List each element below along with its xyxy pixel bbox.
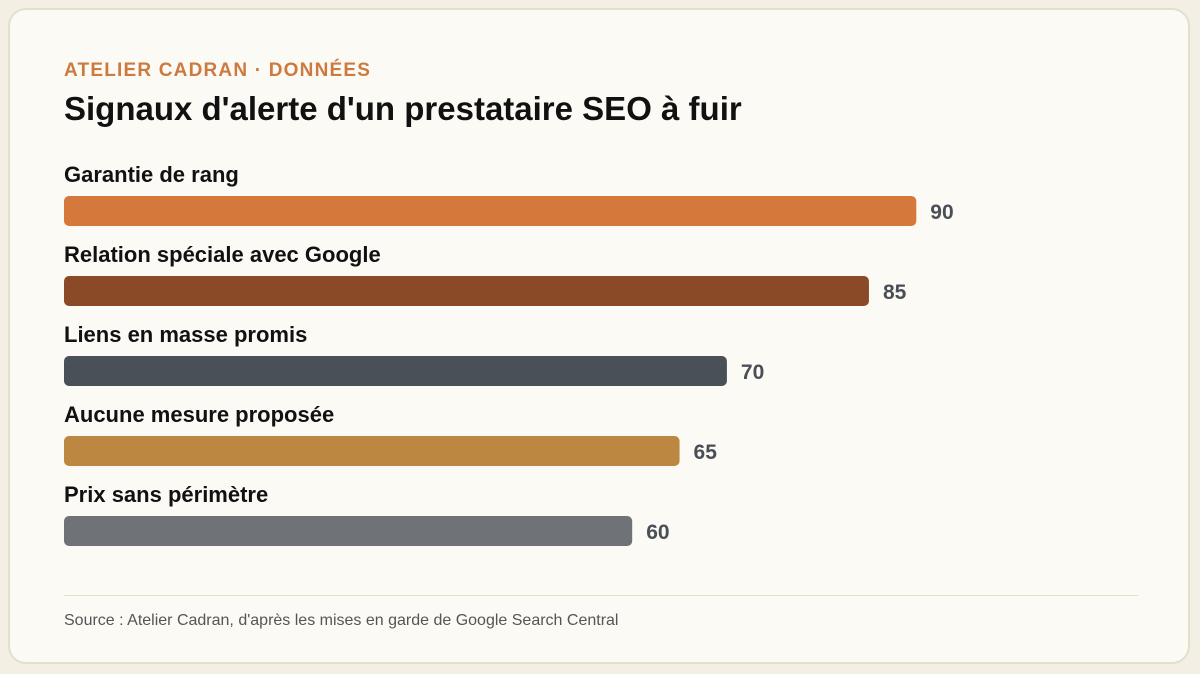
value-label-garantie-de-rang: 90 (930, 201, 953, 224)
bar-chart: Garantie de rang 90 Relation spéciale avec… (64, 162, 954, 546)
value-label-prix-sans-perimetre: 60 (646, 521, 669, 544)
value-label-liens-en-masse-promis: 70 (741, 361, 764, 384)
category-label-prix-sans-perimetre: Prix sans périmètre (64, 482, 268, 507)
source-note: Source : Atelier Cadran, d'après les mis… (64, 612, 619, 629)
bar-garantie-de-rang (64, 196, 917, 226)
eyebrow-label: ATELIER CADRAN · DONNÉES (64, 60, 372, 81)
bar-relation-speciale-avec-google (64, 276, 869, 306)
footer-divider (64, 595, 1138, 596)
category-label-relation-speciale-avec-google: Relation spéciale avec Google (64, 242, 381, 267)
value-label-relation-speciale-avec-google: 85 (883, 281, 907, 304)
category-label-garantie-de-rang: Garantie de rang (64, 162, 239, 187)
category-label-aucune-mesure-proposee: Aucune mesure proposée (64, 402, 334, 427)
chart-title: Signaux d'alerte d'un prestataire SEO à … (64, 90, 742, 127)
bar-aucune-mesure-proposee (64, 436, 680, 466)
chart-card: ATELIER CADRAN · DONNÉES Signaux d'alert… (8, 8, 1190, 664)
bar-liens-en-masse-promis (64, 356, 727, 386)
category-label-liens-en-masse-promis: Liens en masse promis (64, 322, 307, 347)
value-label-aucune-mesure-proposee: 65 (694, 441, 718, 464)
bar-prix-sans-perimetre (64, 516, 633, 546)
